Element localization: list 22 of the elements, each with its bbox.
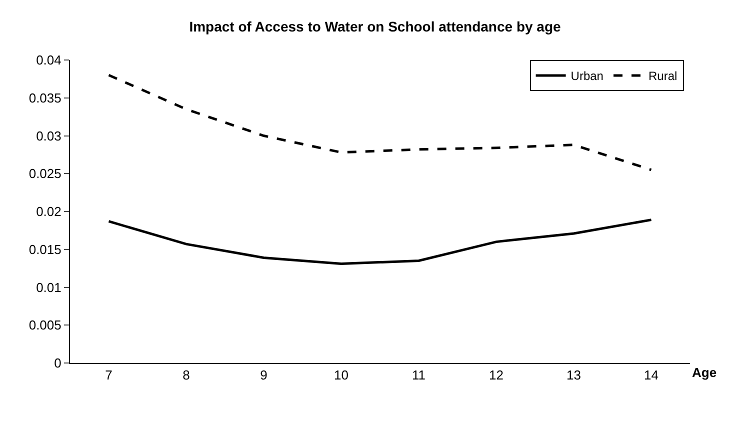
x-tick-label: 9 (260, 368, 268, 383)
chart-title: Impact of Access to Water on School attendance by age (189, 18, 562, 34)
y-tick-label: 0.02 (36, 204, 62, 220)
line-series (108, 218, 652, 266)
x-tick-label: 10 (334, 368, 348, 383)
x-tick-label: 7 (105, 368, 112, 383)
y-tick-label: 0.035 (28, 90, 62, 106)
legend-label: Urban (570, 69, 604, 84)
x-tick-label: 12 (489, 368, 504, 383)
y-tick-label: 0.03 (36, 128, 62, 144)
x-tick-label: 8 (182, 368, 190, 383)
x-tick-label: 11 (412, 368, 426, 383)
x-axis-title: Age (692, 365, 717, 380)
x-tick-label: 13 (566, 368, 581, 383)
y-tick-label: 0.015 (28, 242, 62, 257)
y-tick-label: 0.04 (36, 52, 62, 68)
x-tick-label: 14 (644, 368, 658, 383)
legend-label: Rural (648, 69, 678, 84)
y-tick-label: 0.025 (28, 166, 62, 182)
y-tick-label: 0.01 (36, 280, 62, 295)
y-tick-label: 0.005 (28, 318, 62, 333)
y-tick-label: 0 (54, 356, 62, 371)
